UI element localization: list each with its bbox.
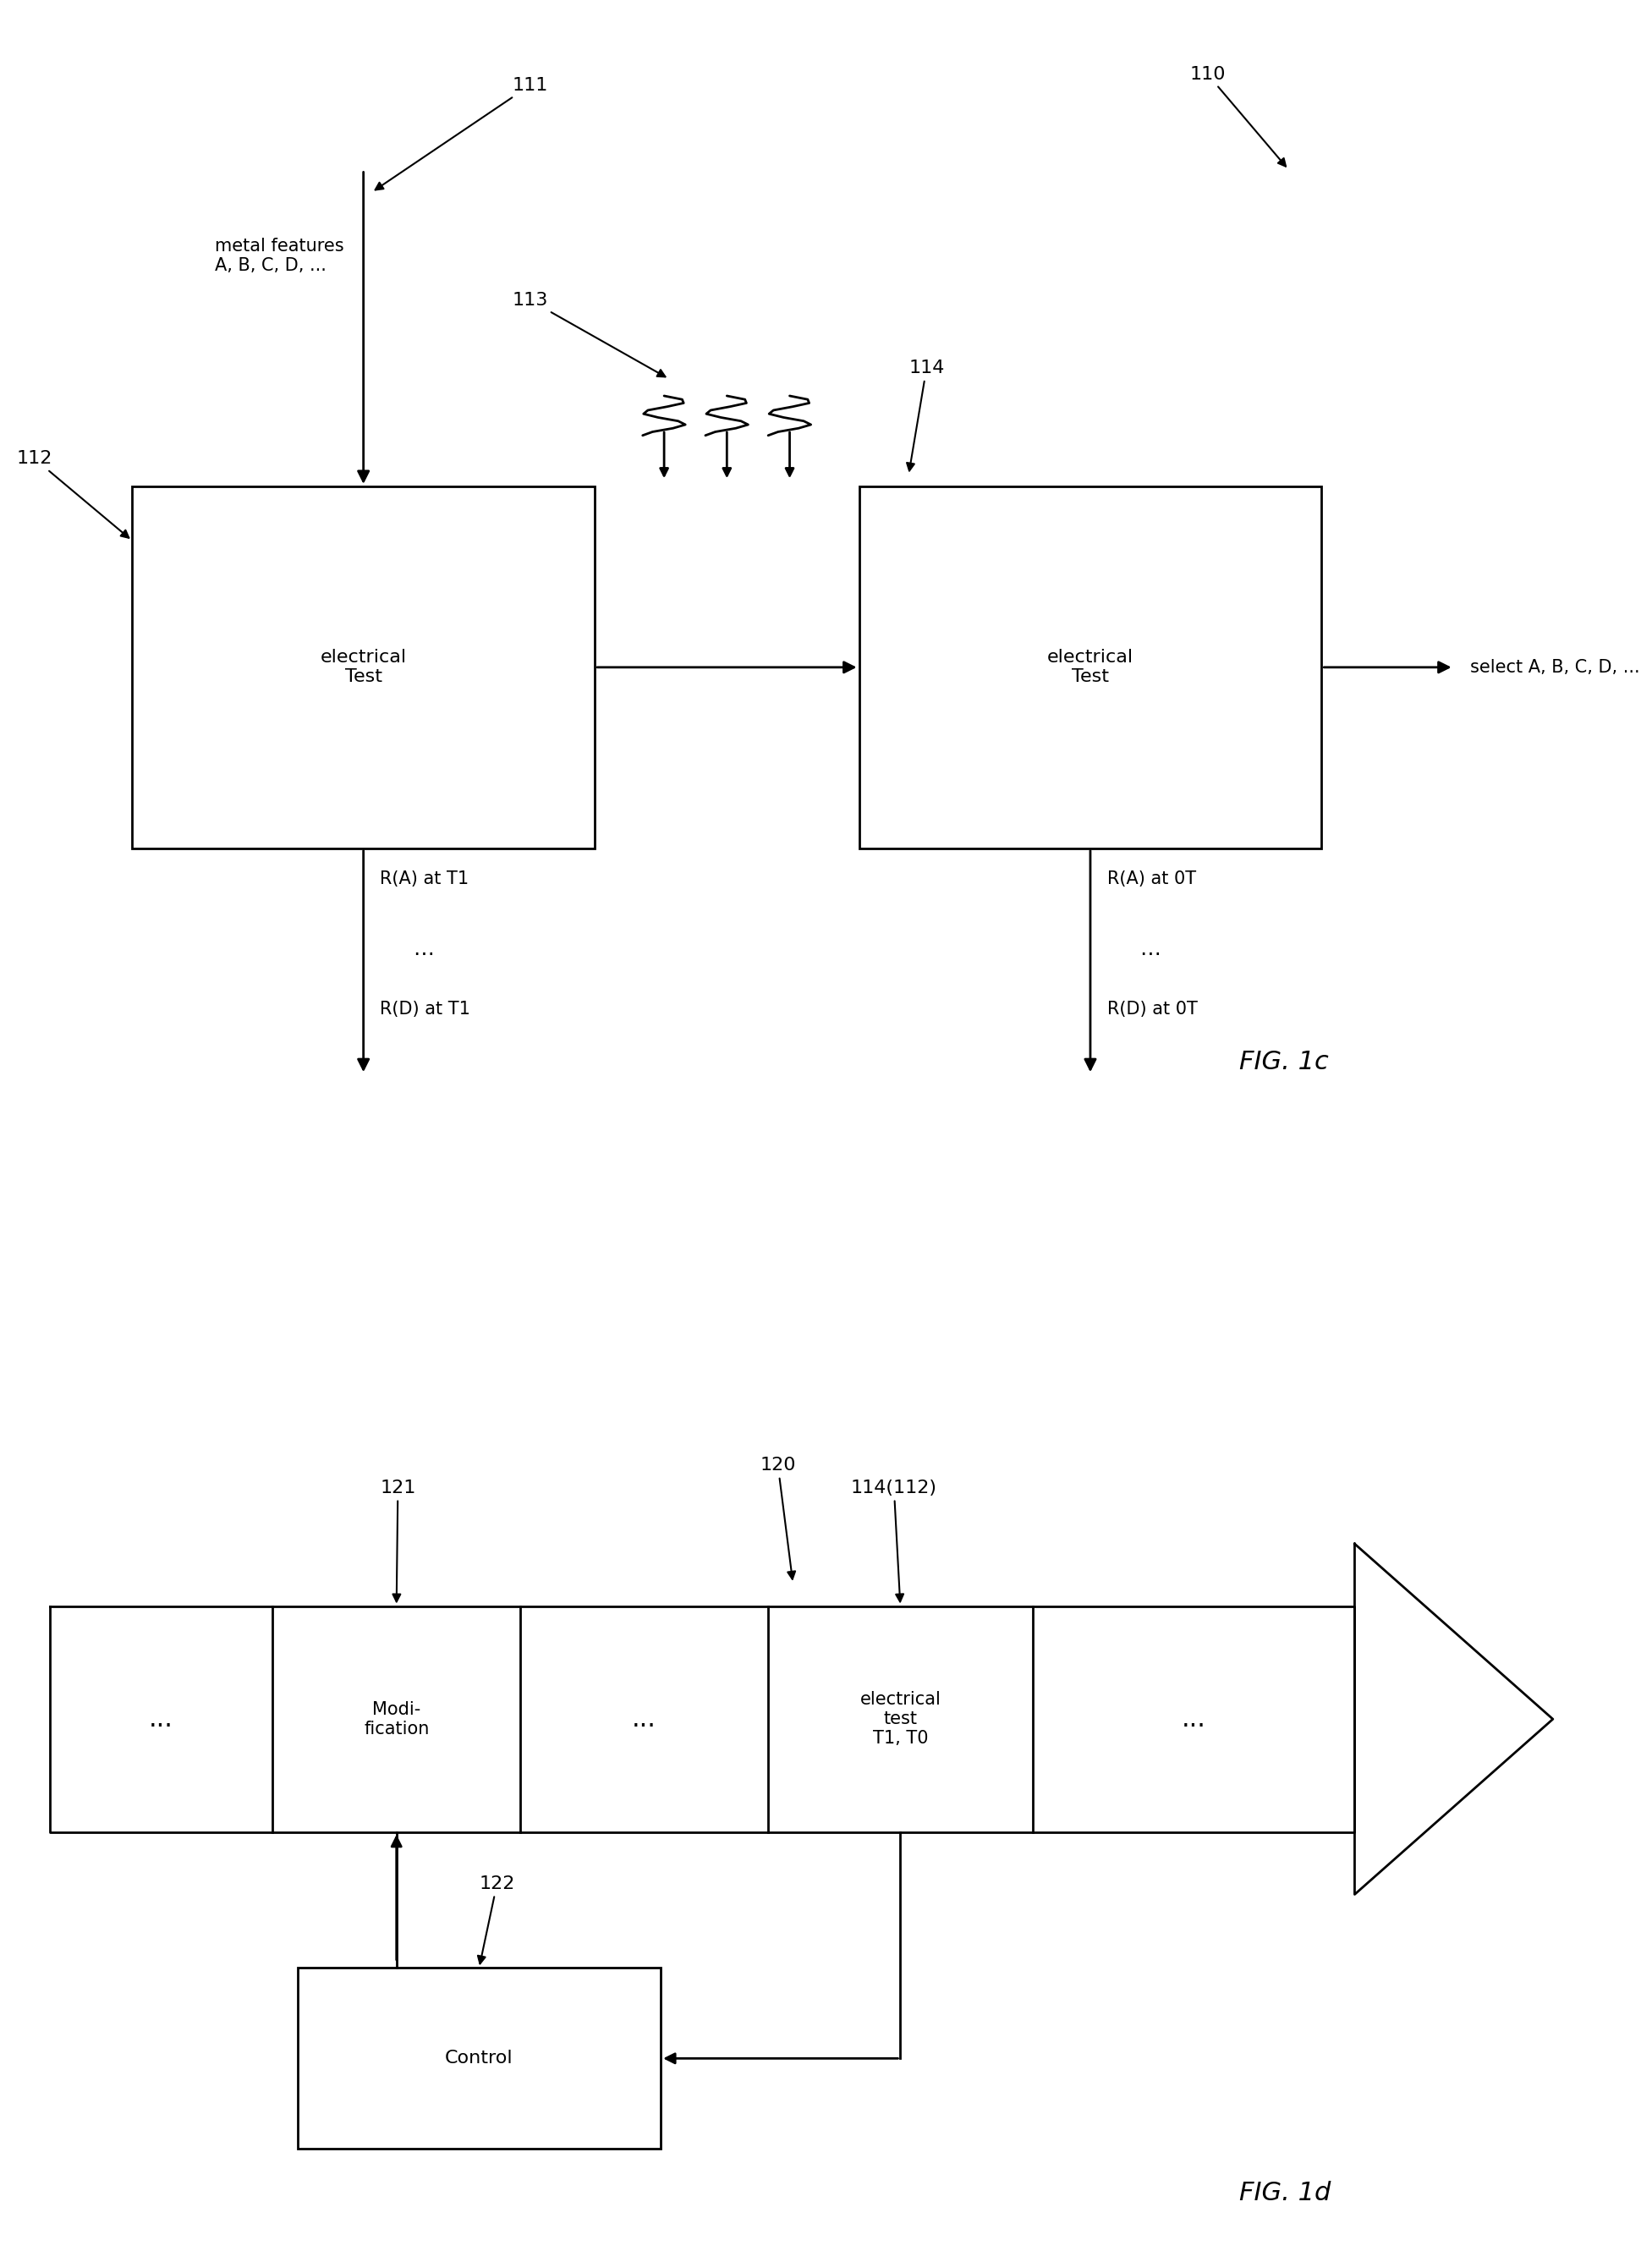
Text: ⋯: ⋯ — [1140, 946, 1161, 964]
Text: ⋯: ⋯ — [413, 946, 434, 964]
Text: FIG. 1c: FIG. 1c — [1239, 1050, 1328, 1074]
Bar — [132, 486, 595, 848]
Text: 113: 113 — [512, 292, 666, 378]
Text: 110: 110 — [1189, 66, 1285, 167]
Text: ...: ... — [633, 1708, 656, 1730]
Text: R(A) at T1: R(A) at T1 — [380, 871, 469, 887]
Bar — [859, 486, 1322, 848]
Text: FIG. 1d: FIG. 1d — [1239, 2181, 1330, 2205]
Text: Control: Control — [444, 2049, 514, 2067]
Text: 114: 114 — [907, 360, 945, 470]
Text: ...: ... — [1181, 1708, 1206, 1730]
Text: electrical
test
T1, T0: electrical test T1, T0 — [859, 1692, 942, 1746]
Polygon shape — [1355, 1543, 1553, 1896]
Text: R(A) at 0T: R(A) at 0T — [1107, 871, 1196, 887]
Text: ...: ... — [149, 1708, 173, 1730]
Text: 111: 111 — [375, 77, 548, 190]
Text: R(D) at T1: R(D) at T1 — [380, 1000, 471, 1018]
Text: metal features
A, B, C, D, ...: metal features A, B, C, D, ... — [215, 238, 344, 274]
Text: R(D) at 0T: R(D) at 0T — [1107, 1000, 1198, 1018]
Text: Modi-
fication: Modi- fication — [363, 1701, 430, 1737]
Text: 121: 121 — [380, 1479, 416, 1601]
Text: 120: 120 — [760, 1457, 796, 1579]
Text: select A, B, C, D, ...: select A, B, C, D, ... — [1470, 658, 1640, 676]
Text: electrical
Test: electrical Test — [320, 649, 406, 685]
Text: electrical
Test: electrical Test — [1047, 649, 1133, 685]
Polygon shape — [50, 1606, 1355, 1832]
Text: 112: 112 — [17, 450, 129, 538]
Bar — [297, 1968, 661, 2149]
Text: 114(112): 114(112) — [851, 1479, 937, 1601]
Text: 122: 122 — [477, 1875, 515, 1963]
